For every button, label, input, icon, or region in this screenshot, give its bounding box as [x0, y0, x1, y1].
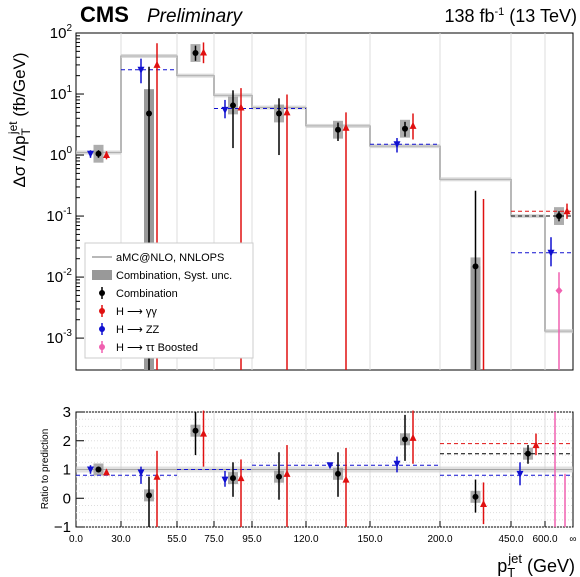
combination-point — [276, 110, 282, 117]
x-tick-label: 450.0 — [498, 534, 523, 545]
cms-label: CMS — [80, 2, 129, 27]
y-tick-label: 10-3 — [46, 328, 72, 347]
combination-ratio-point — [95, 466, 102, 473]
hzz-point — [547, 249, 555, 257]
x-tick-label: 600.0 — [532, 534, 557, 545]
ratio-ylabel: Ratio to prediction — [40, 429, 51, 510]
hgg-point — [283, 108, 291, 116]
hgg-ratio-point — [532, 441, 540, 449]
hgg-point — [103, 151, 110, 159]
x-tick-label: ∞ — [569, 534, 576, 545]
hzz-point — [221, 106, 229, 114]
hgg-ratio-point — [480, 500, 487, 507]
hgg-ratio-point — [103, 468, 110, 476]
hzz-point — [87, 150, 94, 158]
y-tick-label: 102 — [50, 23, 73, 42]
hgg-ratio-point — [200, 429, 207, 437]
ratio-y-tick-label: 1 — [63, 462, 71, 479]
combination-ratio-point — [335, 470, 341, 477]
x-axis-title: pTjet (GeV) — [497, 551, 575, 577]
x-tick-label: 200.0 — [427, 534, 452, 545]
hzz-ratio-point — [326, 462, 334, 470]
hgg-point — [153, 60, 161, 68]
combination-point — [95, 150, 102, 157]
x-tick-label: 30.0 — [111, 534, 131, 545]
hzz-ratio-point — [87, 466, 94, 474]
lumi-label: 138 fb-1 (13 TeV) — [444, 6, 577, 26]
hgg-ratio-point — [409, 433, 417, 441]
y-tick-label: 101 — [50, 84, 73, 103]
ratio-y-tick-label: 3 — [63, 404, 71, 421]
legend-label: Combination, Syst. unc. — [116, 270, 232, 282]
hgg-ratio-point — [153, 472, 161, 480]
combination-point — [230, 102, 236, 109]
hgg-point — [237, 103, 245, 111]
hgg-ratio-point — [237, 474, 245, 482]
ratio-y-tick-label: −1 — [54, 519, 71, 536]
combination-ratio-point — [146, 492, 152, 499]
legend-marker-dot — [99, 290, 105, 296]
x-tick-label: 95.0 — [242, 534, 262, 545]
x-tick-label: 0.0 — [69, 534, 83, 545]
prediction-band — [370, 144, 440, 149]
hgg-point — [342, 123, 350, 131]
combination-point — [472, 263, 479, 270]
legend-label: H ⟶ ZZ — [116, 324, 160, 336]
x-tick-label: 75.0 — [204, 534, 224, 545]
legend-marker-dot — [99, 326, 105, 332]
hgg-ratio-point — [283, 469, 291, 477]
hgg-point — [563, 207, 571, 215]
combination-ratio-point — [192, 427, 199, 434]
hgg-point — [200, 48, 207, 56]
prediction-band — [121, 53, 177, 58]
legend-label: aMC@NLO, NNLOPS — [116, 252, 224, 264]
main-ylabel: Δσ /ΔpTjet (fb/GeV) — [6, 52, 33, 187]
combination-ratio-point — [402, 436, 408, 443]
hgg-point — [409, 121, 417, 129]
prediction-band — [177, 73, 214, 78]
y-tick-label: 10-2 — [46, 267, 72, 286]
legend: aMC@NLO, NNLOPS Combination, Syst. unc. Co… — [84, 242, 254, 359]
combination-ratio-point — [230, 475, 236, 482]
combination-point — [335, 126, 341, 133]
legend-label: H ⟶ γγ — [116, 306, 157, 318]
combination-point — [402, 125, 408, 132]
preliminary-label: Preliminary — [147, 6, 244, 27]
hzz-ratio-point — [137, 469, 145, 477]
prediction-band — [440, 177, 511, 182]
hzz-ratio-point — [393, 460, 401, 468]
htt-point — [555, 286, 563, 295]
hzz-ratio-point — [516, 470, 524, 478]
combination-ratio-point — [472, 493, 479, 500]
ratio-y-tick-label: 2 — [63, 433, 71, 450]
y-tick-label: 10-1 — [46, 206, 72, 225]
hzz-point — [137, 66, 145, 74]
main-frame — [75, 32, 574, 371]
prediction-line — [76, 55, 573, 332]
ratio-y-tick-label: 0 — [63, 490, 71, 507]
y-tick-label: 100 — [50, 145, 73, 164]
legend-label: H ⟶ ττ Boosted — [116, 342, 198, 354]
x-tick-label: 55.0 — [167, 534, 187, 545]
legend-marker-dot — [99, 344, 105, 350]
legend-frame — [84, 242, 254, 359]
combination-point — [192, 50, 199, 57]
hzz-ratio-point — [221, 476, 229, 484]
combination-point — [146, 110, 152, 117]
combination-ratio-point — [525, 450, 531, 457]
x-tick-label: 150.0 — [357, 534, 382, 545]
legend-label: Combination — [116, 288, 178, 300]
prediction-band — [76, 466, 573, 473]
x-tick-label: 120.0 — [293, 534, 318, 545]
hzz-point — [393, 141, 401, 149]
combination-point — [556, 213, 562, 220]
legend-marker-dot — [99, 308, 105, 314]
hgg-ratio-point — [342, 475, 350, 483]
legend-box-swatch — [92, 270, 112, 280]
combination-ratio-point — [276, 473, 282, 480]
